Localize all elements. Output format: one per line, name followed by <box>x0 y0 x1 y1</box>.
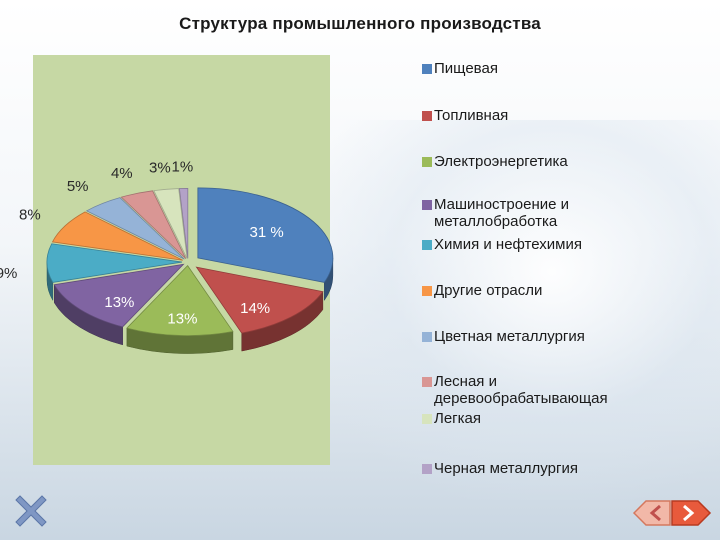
data-label-8: 4% <box>111 165 133 182</box>
pie-tops <box>46 187 334 336</box>
data-label-4: 13% <box>104 294 134 311</box>
legend-label: Лесная и деревообрабатывающая <box>434 373 608 407</box>
legend-swatch <box>422 111 432 121</box>
data-label-1: 31 % <box>250 224 284 241</box>
legend-label: Химия и нефтехимия <box>434 236 582 253</box>
data-label-2: 14% <box>240 300 270 317</box>
legend-item-10: Черная металлургия <box>422 460 578 477</box>
legend-swatch <box>422 240 432 250</box>
legend-item-5: Химия и нефтехимия <box>422 236 582 253</box>
close-x-icon[interactable] <box>10 490 52 532</box>
data-label-5: 9% <box>0 265 17 282</box>
legend-swatch <box>422 414 432 424</box>
background-glow <box>300 120 720 500</box>
legend-swatch <box>422 64 432 74</box>
data-labels: 31 % 14% 13% 13% 9% 8% 5% 4% 3%1% <box>0 158 284 327</box>
data-label-9: 3% <box>149 160 171 177</box>
legend-label: Легкая <box>434 410 482 427</box>
legend-label: Другие отрасли <box>434 282 543 299</box>
pie-slice-3[interactable] <box>126 264 234 336</box>
legend-label: Цветная металлургия <box>434 328 585 345</box>
pie-slice-7[interactable] <box>85 197 185 260</box>
legend-item-4: Машиностроение и металлобработка <box>422 196 664 230</box>
legend-item-8: Лесная и деревообрабатывающая <box>422 373 664 407</box>
pie-slice-10[interactable] <box>178 188 189 259</box>
legend-item-1: Пищевая <box>422 60 498 77</box>
legend-swatch <box>422 200 432 210</box>
pie-slice-9[interactable] <box>153 188 188 259</box>
legend-item-7: Цветная металлургия <box>422 328 585 345</box>
arrow-left-icon[interactable] <box>632 500 671 526</box>
legend-swatch <box>422 286 432 296</box>
data-label-10: 1% <box>172 158 194 175</box>
pie-slice-5[interactable] <box>46 243 183 283</box>
legend-label: Черная металлургия <box>434 460 578 477</box>
pie-slice-1[interactable] <box>197 187 334 283</box>
pie-slice-8[interactable] <box>120 190 187 259</box>
legend-label: Пищевая <box>434 60 498 77</box>
legend-swatch <box>422 157 432 167</box>
data-label-3: 13% <box>167 311 197 328</box>
legend-item-3: Электроэнергетика <box>422 153 568 170</box>
legend-label: Электроэнергетика <box>434 153 568 170</box>
legend-label: Машиностроение и металлобработка <box>434 196 569 230</box>
chart-title: Структура промышленного производства <box>179 14 541 33</box>
pie-slice-4[interactable] <box>53 263 185 328</box>
legend-label: Топливная <box>434 107 509 124</box>
navigation-arrows <box>632 500 712 526</box>
legend-item-9: Легкая <box>422 410 481 427</box>
legend-swatch <box>422 377 432 387</box>
legend-item-2: Топливная <box>422 107 508 124</box>
legend-swatch <box>422 332 432 342</box>
arrow-right-icon[interactable] <box>671 500 712 526</box>
pie-slice-2[interactable] <box>195 266 324 334</box>
legend-swatch <box>422 464 432 474</box>
data-label-6: 8% <box>19 207 41 224</box>
legend-item-6: Другие отрасли <box>422 282 542 299</box>
data-label-7: 5% <box>67 178 89 195</box>
title-bar: Структура промышленного производства <box>0 0 720 48</box>
pie-slice-6[interactable] <box>51 211 183 261</box>
